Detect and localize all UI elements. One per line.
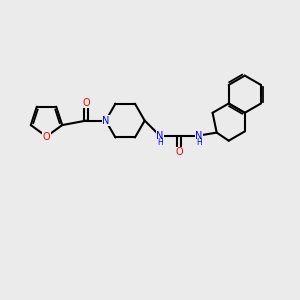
Text: N: N xyxy=(156,130,164,141)
Text: O: O xyxy=(82,98,90,108)
Text: N: N xyxy=(102,116,110,126)
Text: O: O xyxy=(43,131,50,142)
Text: H: H xyxy=(158,138,164,147)
Text: H: H xyxy=(197,138,203,147)
Text: N: N xyxy=(195,130,202,141)
Text: O: O xyxy=(176,147,183,157)
